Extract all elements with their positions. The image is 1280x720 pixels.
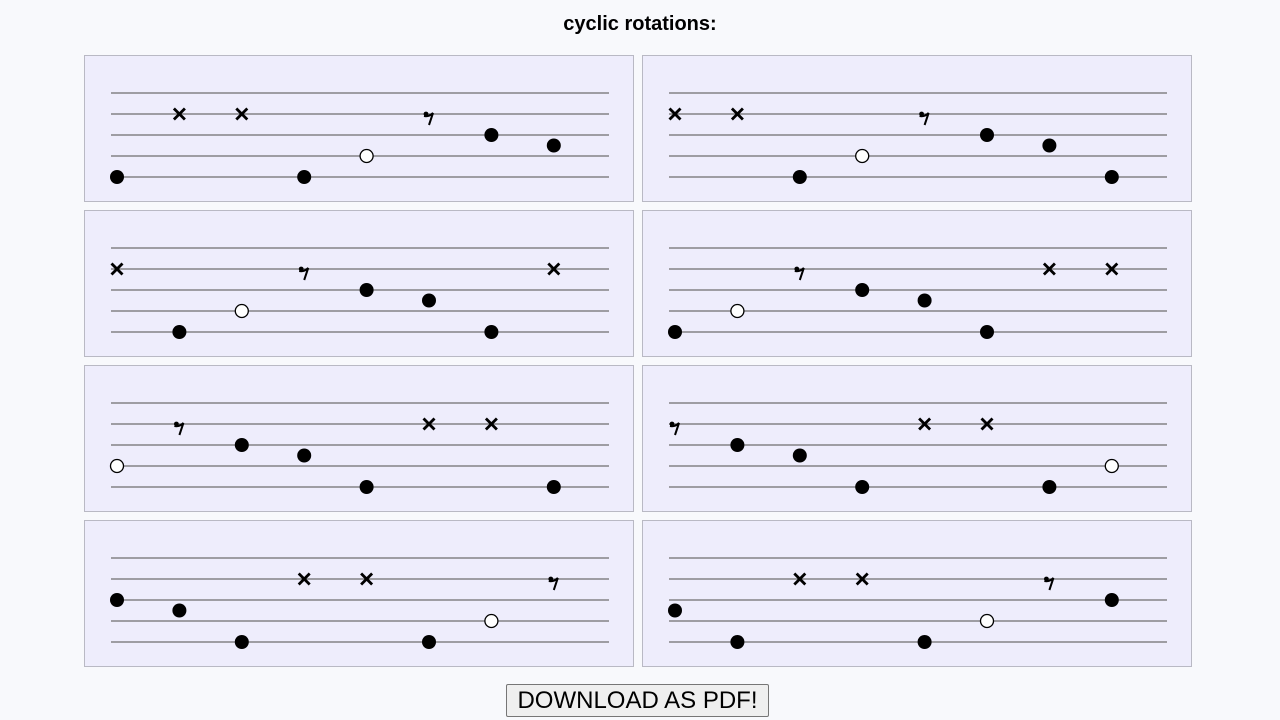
staff-svg xyxy=(668,92,1167,184)
filled-note xyxy=(359,480,374,494)
filled-note xyxy=(980,128,994,142)
filled-note xyxy=(234,635,249,649)
open-note xyxy=(1104,458,1119,474)
filled-note xyxy=(730,438,745,452)
x-note xyxy=(484,417,498,431)
eighth-rest xyxy=(423,111,434,126)
page-title: cyclic rotations: xyxy=(563,13,717,35)
x-note xyxy=(110,262,124,276)
x-note xyxy=(297,572,311,586)
filled-note xyxy=(422,635,436,649)
filled-note xyxy=(668,325,682,339)
x-note xyxy=(668,107,682,121)
filled-note xyxy=(484,325,499,339)
open-note xyxy=(979,613,995,629)
eighth-rest xyxy=(919,111,930,126)
open-note xyxy=(109,458,125,474)
x-note xyxy=(360,572,374,586)
filled-note xyxy=(1104,593,1119,607)
x-note xyxy=(1042,262,1056,276)
open-note xyxy=(855,148,870,164)
rotation-panel xyxy=(642,55,1192,202)
filled-note xyxy=(484,128,499,142)
filled-note xyxy=(1042,138,1057,153)
filled-note xyxy=(297,170,312,184)
staff-svg xyxy=(668,247,1167,339)
eighth-rest xyxy=(669,421,680,436)
rotation-panel xyxy=(84,210,634,357)
filled-note xyxy=(917,635,932,649)
filled-note xyxy=(234,438,249,452)
x-note xyxy=(235,107,249,121)
x-note xyxy=(172,107,186,121)
open-note xyxy=(234,303,249,319)
filled-note xyxy=(1042,480,1057,494)
x-note xyxy=(422,417,436,431)
staff-svg xyxy=(668,557,1167,649)
staff-svg xyxy=(110,557,609,649)
filled-note xyxy=(855,480,870,494)
filled-note xyxy=(172,603,187,618)
staff-svg xyxy=(109,402,609,494)
download-pdf-button[interactable]: DOWNLOAD AS PDF! xyxy=(506,684,769,717)
eighth-rest xyxy=(174,421,185,436)
filled-note xyxy=(359,283,374,297)
filled-note xyxy=(792,448,807,463)
rotation-panel xyxy=(84,365,634,512)
filled-note xyxy=(730,635,745,649)
filled-note xyxy=(546,138,561,153)
rotation-panel xyxy=(84,55,634,202)
eighth-rest xyxy=(794,266,805,281)
eighth-rest xyxy=(298,266,310,281)
rotations-grid xyxy=(84,55,1192,667)
filled-note xyxy=(546,480,561,494)
staff-svg xyxy=(110,247,609,339)
x-note xyxy=(1105,262,1119,276)
filled-note xyxy=(1104,170,1119,184)
x-note xyxy=(793,572,807,586)
filled-note xyxy=(172,325,187,339)
rotation-panel xyxy=(642,365,1192,512)
eighth-rest xyxy=(548,576,559,591)
filled-note xyxy=(792,170,807,184)
x-note xyxy=(855,572,869,586)
filled-note xyxy=(297,448,312,463)
filled-note xyxy=(110,593,124,607)
staff-svg xyxy=(669,402,1167,494)
filled-note xyxy=(668,603,682,618)
staff-svg xyxy=(110,92,609,184)
open-note xyxy=(359,148,374,164)
filled-note xyxy=(917,293,932,308)
rotation-panel xyxy=(642,520,1192,667)
rotation-panel xyxy=(642,210,1192,357)
open-note xyxy=(730,303,745,319)
filled-note xyxy=(422,293,436,308)
x-note xyxy=(980,417,994,431)
rotation-panel xyxy=(84,520,634,667)
filled-note xyxy=(855,283,870,297)
filled-note xyxy=(110,170,124,184)
filled-note xyxy=(980,325,994,339)
x-note xyxy=(730,107,744,121)
eighth-rest xyxy=(1044,576,1055,591)
x-note xyxy=(918,417,932,431)
x-note xyxy=(547,262,561,276)
open-note xyxy=(484,613,499,629)
